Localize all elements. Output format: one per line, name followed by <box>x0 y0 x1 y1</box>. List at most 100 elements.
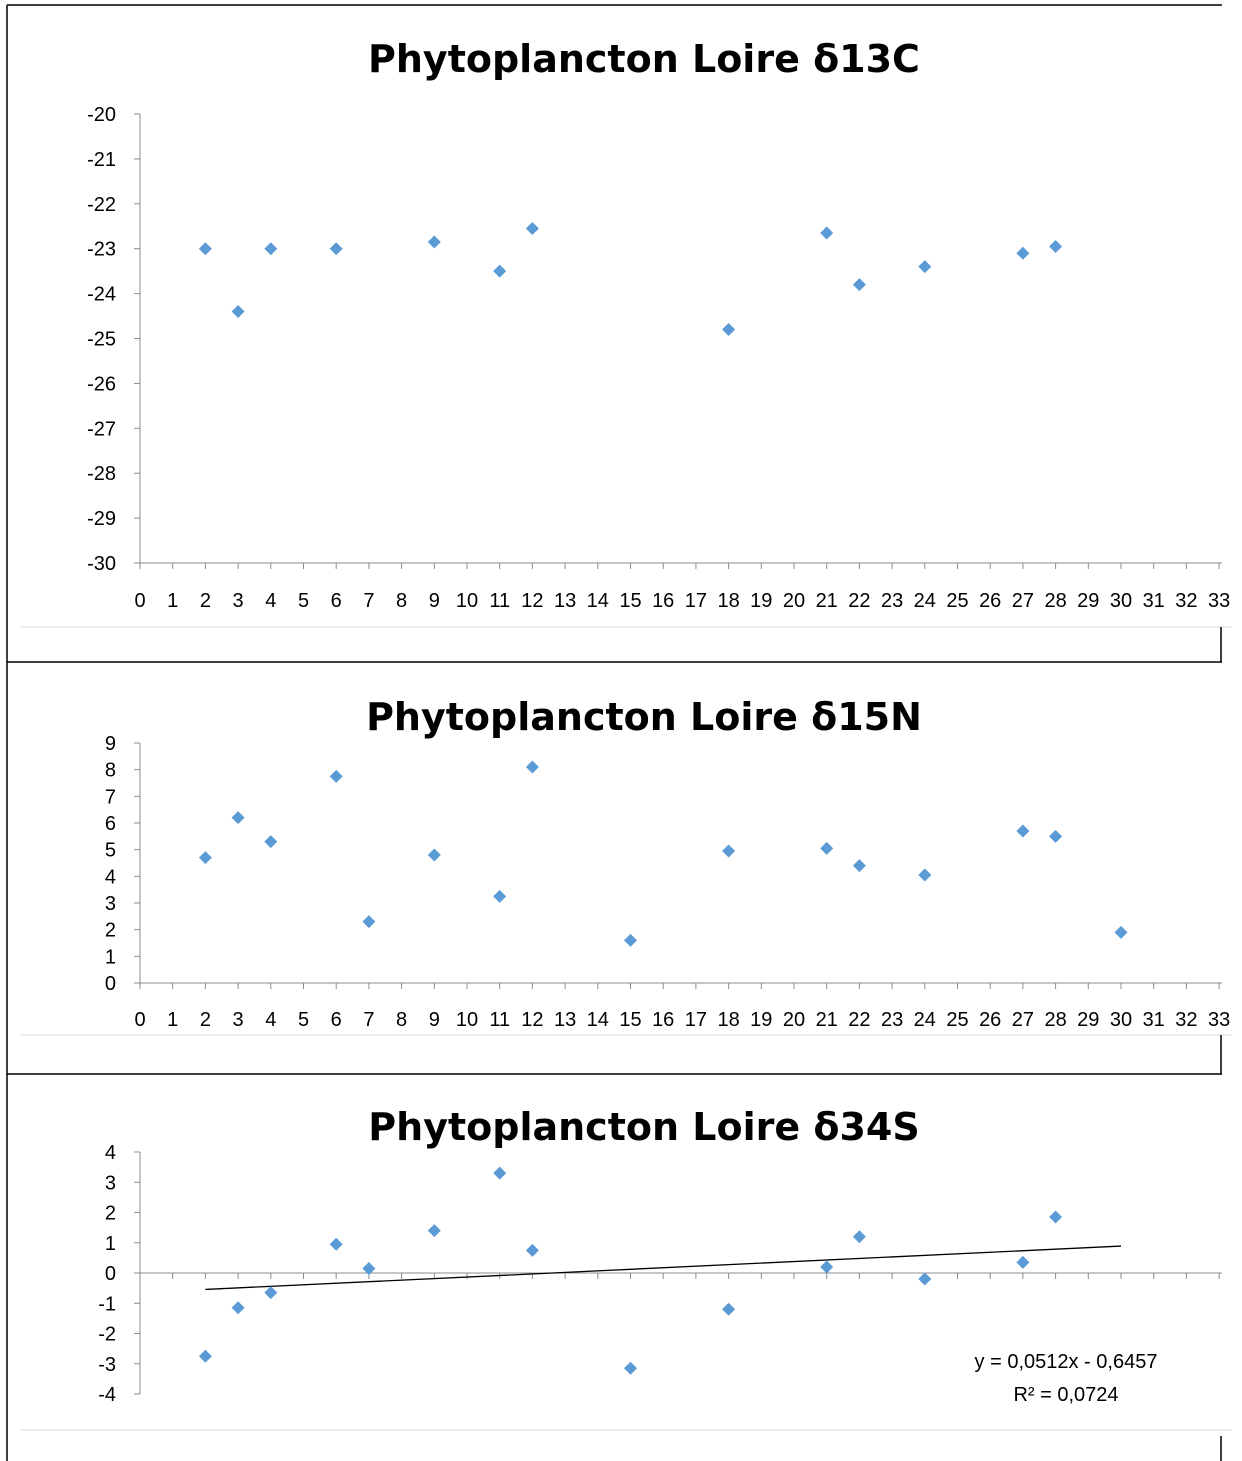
x-tick-label: 28 <box>1044 1009 1066 1031</box>
chart-delta34s: Phytoplancton Loire δ34S 4 3 2 1 0 -1 -2 -3 -4 y… <box>20 1105 1232 1461</box>
data-point <box>852 1230 866 1244</box>
x-tick-label: 7 <box>363 590 374 612</box>
x-tick-label: 3 <box>233 590 244 612</box>
data-point <box>820 841 834 855</box>
x-tick-label: 25 <box>946 1009 968 1031</box>
trendline-equation: y = 0,0512x - 0,6457 <box>975 1351 1158 1373</box>
chart-title: Phytoplancton Loire δ13C <box>368 37 920 81</box>
x-tick-label: 18 <box>717 590 739 612</box>
data-point <box>1049 1210 1063 1224</box>
y-tick-label: 3 <box>105 1172 116 1194</box>
x-tick-label: 23 <box>881 1009 903 1031</box>
data-point <box>918 868 932 882</box>
data-point <box>362 915 376 929</box>
y-tick-label: -21 <box>87 149 116 171</box>
x-tick-label: 19 <box>750 1009 772 1031</box>
data-point <box>198 242 212 256</box>
y-tick-label: -30 <box>87 553 116 575</box>
y-tick-label: 9 <box>105 733 116 755</box>
x-tick-label: 27 <box>1012 590 1034 612</box>
x-tick-label: 11 <box>489 1009 510 1031</box>
x-tick-label: 26 <box>979 1009 1001 1031</box>
y-tick-label: 2 <box>105 1203 116 1225</box>
data-point <box>1016 246 1030 260</box>
data-point <box>231 1301 245 1315</box>
data-point <box>918 1272 932 1286</box>
x-tick-label: 5 <box>298 590 309 612</box>
x-tick-label: 13 <box>554 1009 576 1031</box>
data-point <box>1016 824 1030 838</box>
plot-area: -20-21-22-23-24-25-26-27-28-29-300 1 2 3 4 5 6… <box>87 104 1230 612</box>
data-point <box>1049 829 1063 843</box>
x-tick-label: 29 <box>1077 1009 1099 1031</box>
x-tick-label: 17 <box>685 590 707 612</box>
x-tick-label: 7 <box>363 1009 374 1031</box>
data-point <box>427 1224 441 1238</box>
y-tick-label: -1 <box>98 1293 116 1315</box>
data-point <box>852 278 866 292</box>
x-tick-label: 11 <box>489 590 510 612</box>
x-tick-label: 32 <box>1175 590 1197 612</box>
x-tick-label: 17 <box>685 1009 707 1031</box>
data-point <box>722 844 736 858</box>
chart-title: Phytoplancton Loire δ15N <box>366 695 922 739</box>
trendline <box>205 1245 1122 1291</box>
data-point <box>624 933 637 947</box>
y-tick-label: -2 <box>98 1324 116 1346</box>
x-tick-label: 20 <box>783 590 805 612</box>
data-point <box>264 242 278 256</box>
x-tick-label: 28 <box>1044 590 1066 612</box>
data-point <box>198 851 212 865</box>
x-tick-label: 1 <box>167 590 178 612</box>
data-point <box>493 1166 507 1180</box>
x-tick-label: 10 <box>456 1009 478 1031</box>
data-point <box>231 811 245 825</box>
y-tick-label: 8 <box>105 760 116 782</box>
y-tick-label: 4 <box>105 866 116 888</box>
data-point <box>493 889 507 903</box>
x-tick-label: 21 <box>816 1009 838 1031</box>
y-tick-label: -25 <box>87 329 116 351</box>
y-tick-label: -26 <box>87 373 116 395</box>
x-tick-label: 6 <box>331 590 342 612</box>
x-tick-label: 0 <box>134 590 145 612</box>
y-tick-label: -23 <box>87 239 116 261</box>
data-point <box>493 264 507 278</box>
data-point <box>329 1237 343 1251</box>
x-tick-label: 30 <box>1110 590 1132 612</box>
x-tick-label: 12 <box>521 1009 543 1031</box>
y-tick-label: 4 <box>105 1142 116 1164</box>
y-tick-label: 0 <box>105 973 116 995</box>
plot-area: 4 3 2 1 0 -1 -2 -3 -4 <box>98 1142 1222 1406</box>
data-point <box>1114 925 1128 939</box>
x-tick-label: 0 <box>134 1009 145 1031</box>
y-tick-label: -29 <box>87 508 116 530</box>
data-point <box>820 1260 834 1274</box>
x-tick-label: 9 <box>429 590 440 612</box>
data-point <box>624 1361 637 1375</box>
chart-title: Phytoplancton Loire δ34S <box>368 1105 919 1149</box>
y-tick-label: 0 <box>105 1263 116 1285</box>
x-tick-label: 33 <box>1208 1009 1230 1031</box>
data-point <box>820 226 834 240</box>
data-point <box>427 235 441 249</box>
data-point <box>918 260 932 274</box>
y-tick-label: 5 <box>105 840 116 862</box>
data-point <box>329 769 343 783</box>
data-point <box>198 1349 212 1363</box>
y-tick-label: 1 <box>105 946 116 968</box>
x-tick-label: 8 <box>396 1009 407 1031</box>
x-tick-label: 18 <box>717 1009 739 1031</box>
y-tick-label: -20 <box>87 104 116 126</box>
x-tick-label: 9 <box>429 1009 440 1031</box>
x-tick-label: 5 <box>298 1009 309 1031</box>
data-point <box>722 1302 736 1316</box>
chart-delta13c: Phytoplancton Loire δ13C -20-21-22-23-24… <box>6 4 1232 1461</box>
x-tick-label: 14 <box>587 590 609 612</box>
data-point <box>722 323 736 337</box>
x-tick-label: 10 <box>456 590 478 612</box>
x-tick-label: 6 <box>331 1009 342 1031</box>
y-tick-label: -3 <box>98 1354 116 1376</box>
